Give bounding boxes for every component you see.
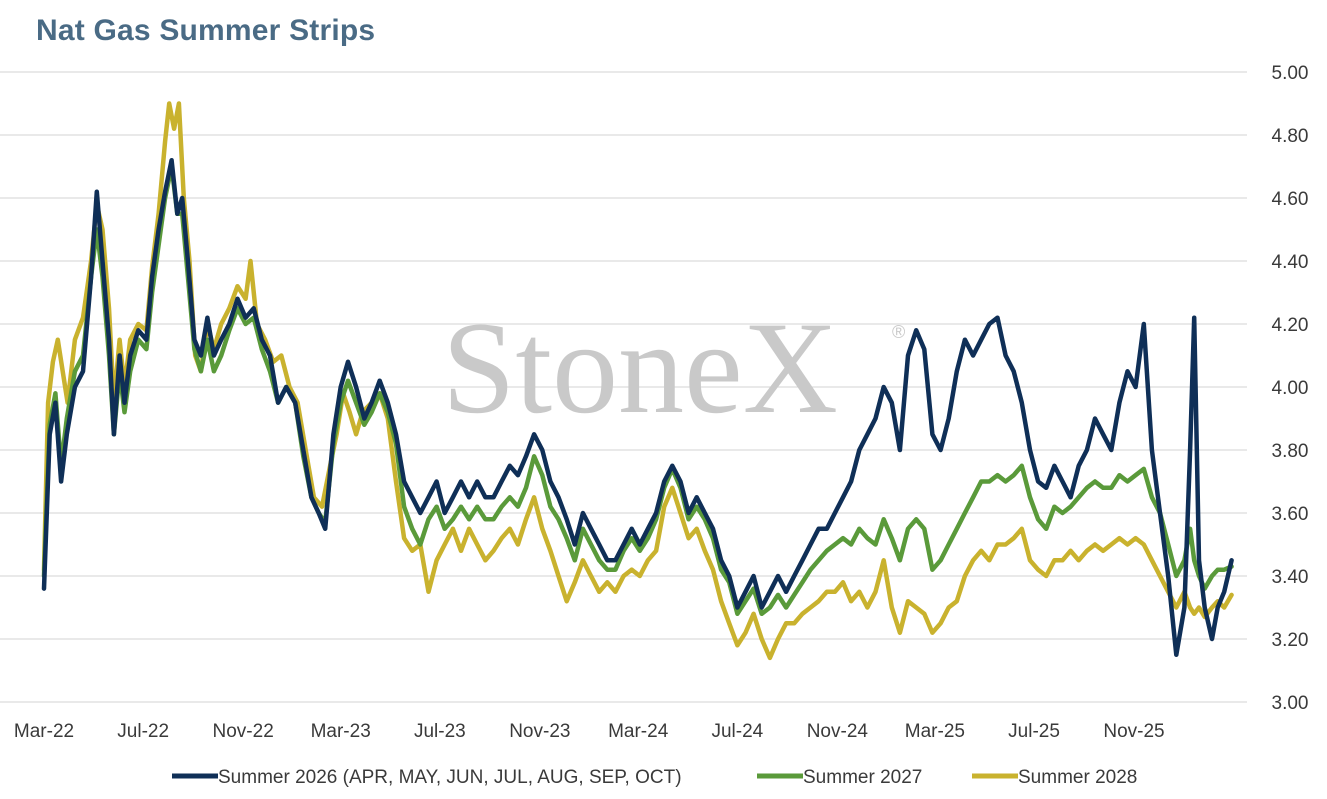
x-tick-label: Mar-25 [905, 721, 965, 742]
watermark-logo: StoneX ® [442, 294, 905, 441]
x-axis-ticks: Mar-22 Jul-22 Nov-22 Mar-23 Jul-23 Nov-23 Mar-… [14, 721, 1165, 742]
y-tick-label: 4.80 [1272, 126, 1309, 147]
x-tick-label: Jul-24 [711, 721, 763, 742]
x-tick-label: Nov-22 [213, 721, 274, 742]
x-tick-label: Nov-25 [1103, 721, 1164, 742]
series-layer [41, 101, 1234, 661]
y-tick-label: 4.60 [1272, 189, 1309, 210]
watermark-registered-mark: ® [892, 322, 905, 342]
y-tick-label: 3.60 [1272, 504, 1309, 525]
y-tick-label: 3.80 [1272, 441, 1309, 462]
y-tick-label: 4.00 [1272, 378, 1309, 399]
x-tick-label: Nov-24 [807, 721, 869, 742]
y-tick-label: 3.00 [1272, 693, 1309, 714]
x-tick-label: Mar-23 [311, 721, 371, 742]
y-tick-label: 5.00 [1272, 63, 1309, 84]
series-line-1 [41, 164, 1234, 617]
y-tick-label: 3.20 [1272, 630, 1309, 651]
x-tick-label: Jul-25 [1008, 721, 1060, 742]
legend-item: Summer 2028 [972, 767, 1137, 788]
legend: Summer 2026 (APR, MAY, JUN, JUL, AUG, SE… [172, 767, 1137, 788]
legend-label: Summer 2026 (APR, MAY, JUN, JUL, AUG, SE… [218, 767, 682, 788]
x-tick-label: Mar-24 [608, 721, 669, 742]
x-tick-label: Jul-22 [117, 721, 169, 742]
legend-label: Summer 2028 [1018, 767, 1137, 788]
y-axis-ticks: 3.00 3.20 3.40 3.60 3.80 4.00 4.20 4.40 4.60 4.80… [1272, 63, 1309, 714]
x-tick-label: Nov-23 [509, 721, 570, 742]
legend-item: Summer 2026 (APR, MAY, JUN, JUL, AUG, SE… [172, 767, 682, 788]
legend-label: Summer 2027 [803, 767, 922, 788]
y-tick-label: 4.20 [1272, 315, 1309, 336]
watermark-text: StoneX [442, 294, 838, 441]
chart-title: Nat Gas Summer Strips [36, 14, 376, 47]
y-tick-label: 4.40 [1272, 252, 1309, 273]
series-line-0 [41, 157, 1234, 658]
y-tick-label: 3.40 [1272, 567, 1309, 588]
x-tick-label: Mar-22 [14, 721, 74, 742]
x-tick-label: Jul-23 [414, 721, 466, 742]
legend-item: Summer 2027 [757, 767, 922, 788]
